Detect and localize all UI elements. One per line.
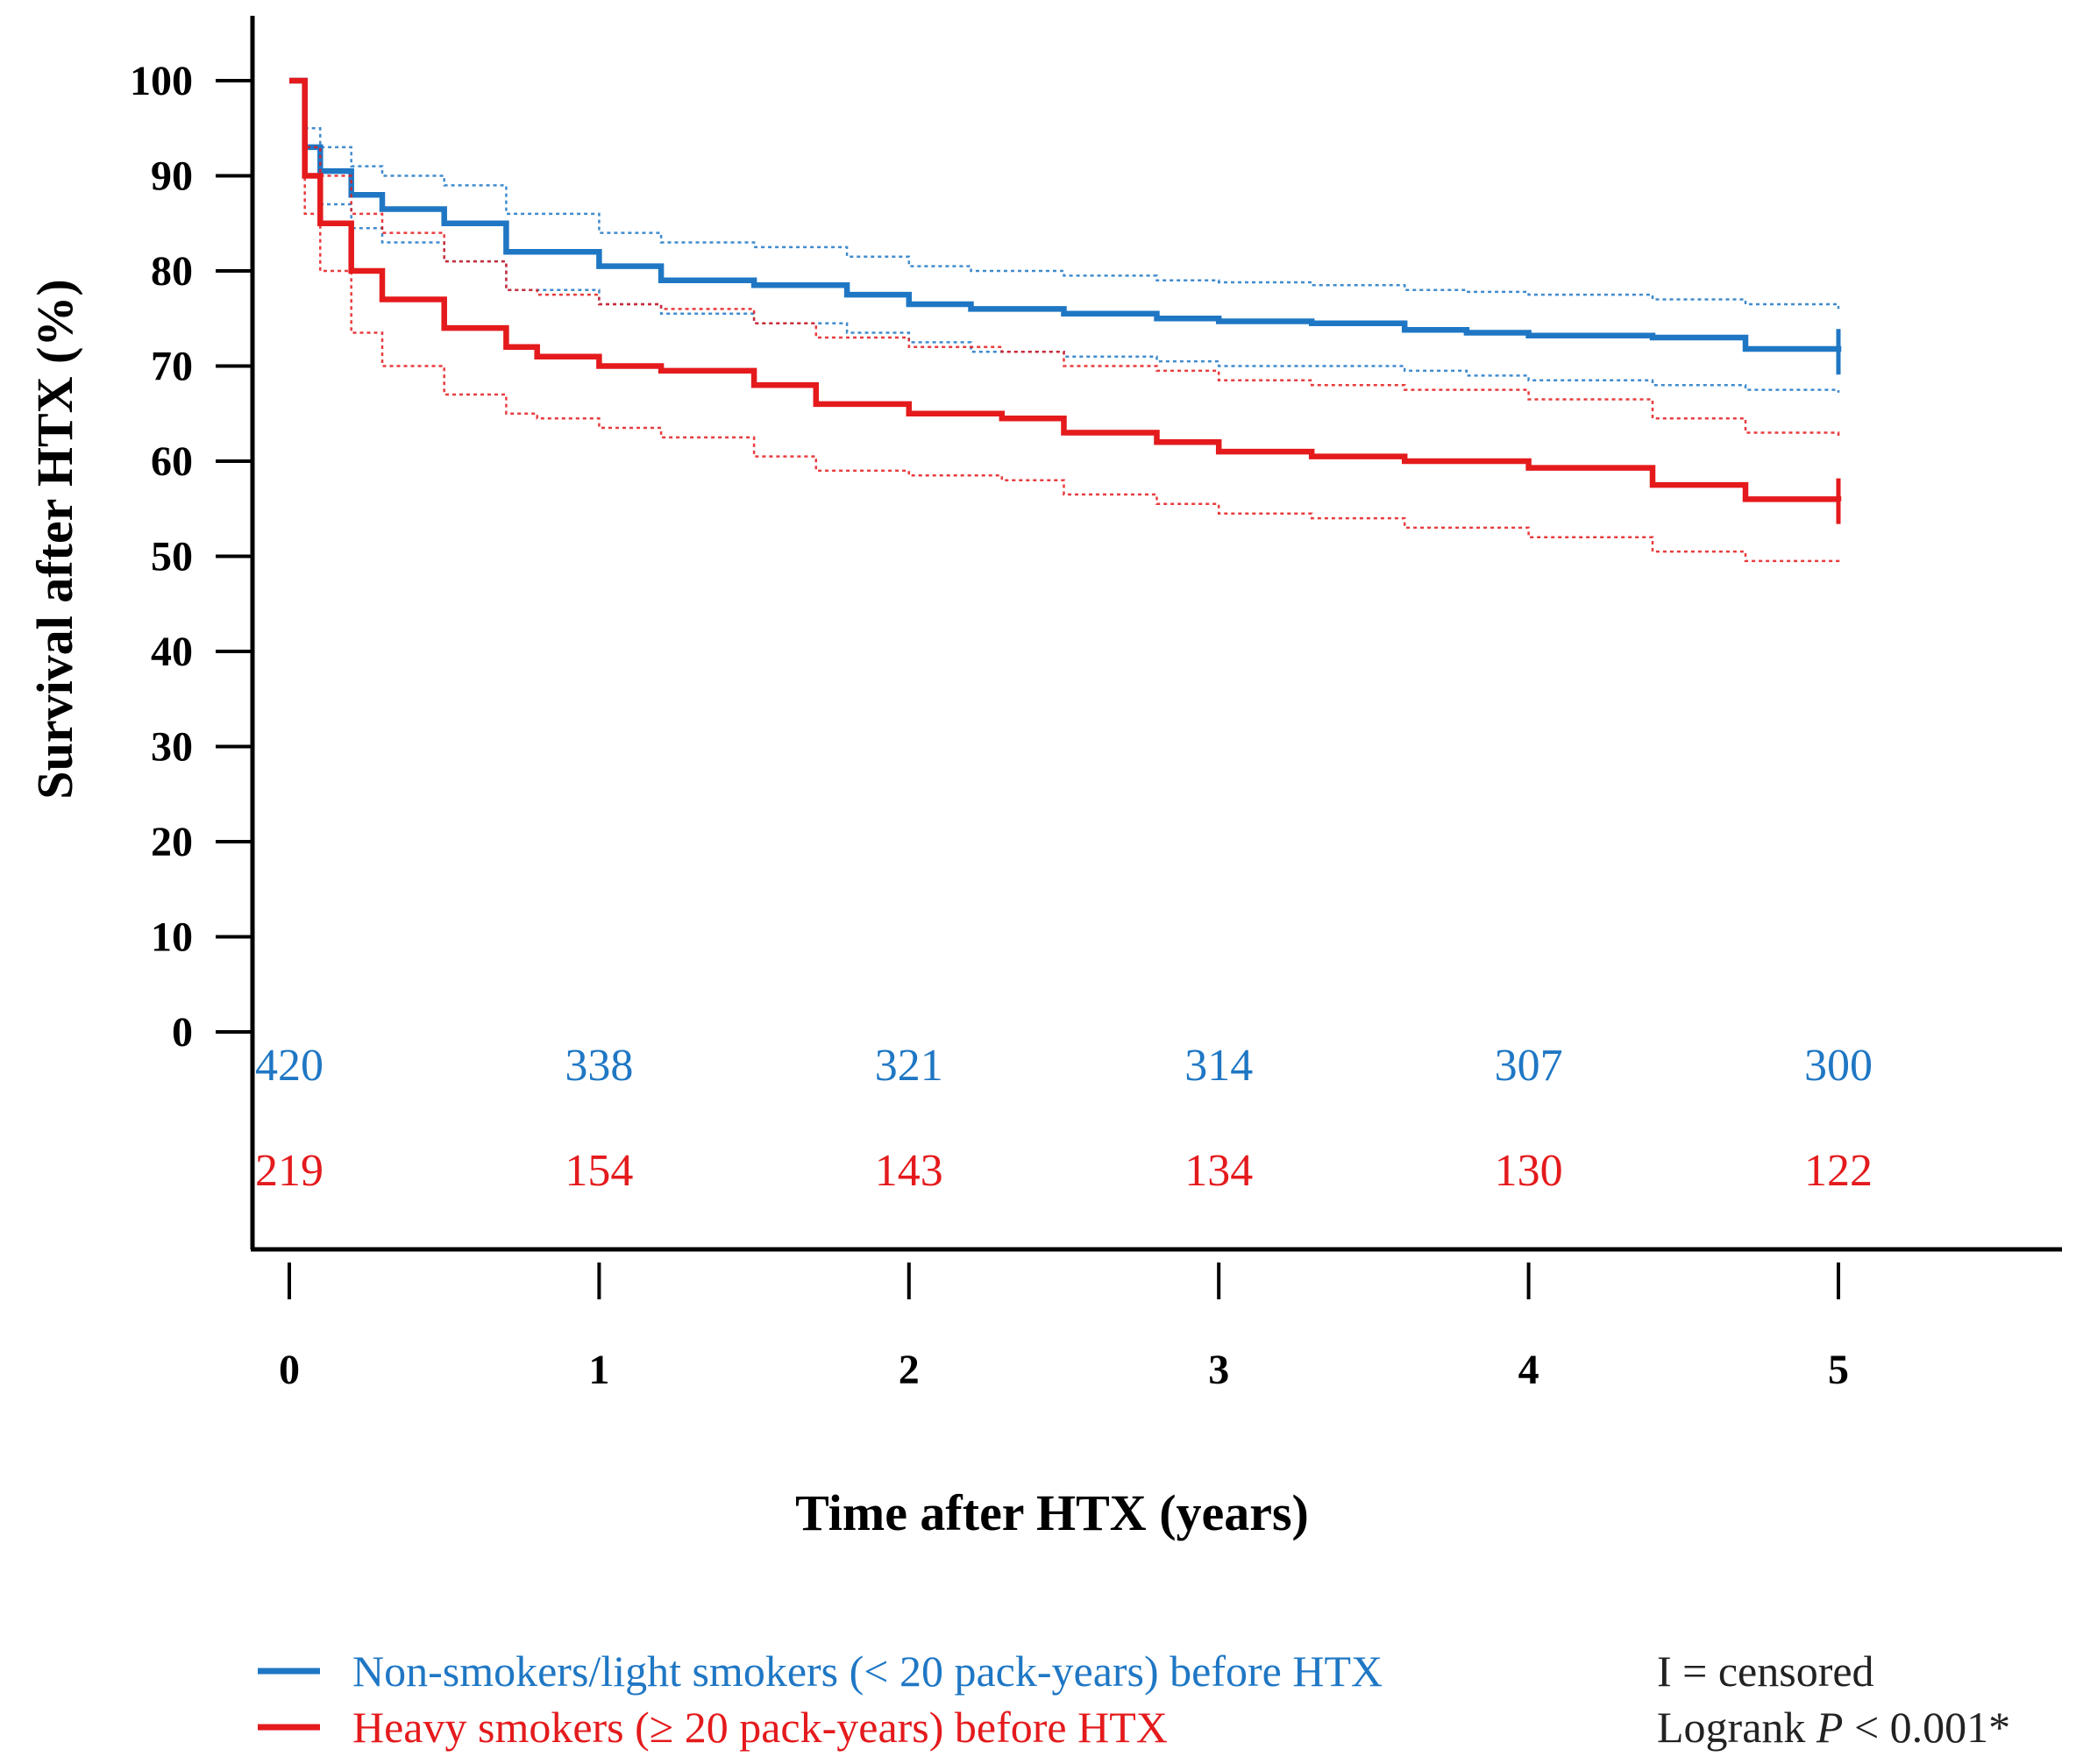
legend-label-heavy-smokers: Heavy smokers (≥ 20 pack-years) before H…: [352, 1703, 1168, 1752]
x-tick-label: 2: [899, 1347, 920, 1393]
y-tick-label: 50: [151, 534, 193, 580]
ci-lower-line-heavy-smokers: [289, 79, 1840, 565]
y-tick-label: 80: [151, 248, 193, 295]
at-risk-non-smokers: 321: [875, 1041, 943, 1091]
logrank-value: < 0.001*: [1843, 1703, 2010, 1752]
logrank-note: Logrank P < 0.001*: [1657, 1703, 2010, 1752]
logrank-prefix: Logrank: [1657, 1703, 1816, 1752]
at-risk-heavy-smokers: 219: [255, 1146, 323, 1196]
at-risk-non-smokers: 314: [1184, 1041, 1253, 1091]
x-tick-label: 5: [1828, 1347, 1849, 1393]
x-tick-label: 3: [1208, 1347, 1229, 1393]
y-tick-label: 10: [151, 914, 193, 961]
y-tick-label: 20: [151, 819, 193, 865]
y-tick-label: 0: [172, 1009, 193, 1056]
at-risk-non-smokers: 300: [1804, 1041, 1873, 1091]
legend: Non-smokers/light smokers (< 20 pack-yea…: [258, 1647, 1383, 1752]
x-tick-label: 0: [279, 1347, 300, 1393]
y-tick-label: 90: [151, 153, 193, 200]
ci-upper-line-non-smokers: [289, 79, 1840, 309]
y-tick-label: 30: [151, 724, 193, 771]
at-risk-heavy-smokers: 122: [1804, 1146, 1873, 1196]
survival-line-non-smokers: [289, 77, 1842, 352]
at-risk-non-smokers: 338: [565, 1041, 633, 1091]
ci-upper-line-heavy-smokers: [289, 79, 1840, 439]
x-tick-label: 4: [1518, 1347, 1539, 1393]
censored-note: I = censored: [1657, 1647, 1874, 1696]
at-risk-non-smokers: 307: [1495, 1041, 1563, 1091]
x-axis-title: Time after HTX (years): [795, 1484, 1309, 1541]
x-tick-label: 1: [588, 1347, 609, 1393]
ci-lower-line-non-smokers: [289, 79, 1840, 393]
at-risk-heavy-smokers: 154: [565, 1146, 633, 1196]
survival-curves: [289, 77, 1842, 565]
at-risk-heavy-smokers: 143: [875, 1146, 943, 1196]
y-axis-title: Survival after HTX (%): [26, 279, 83, 799]
y-tick-label: 40: [151, 629, 193, 675]
number-at-risk-table: 420 219 338 154 321 143 314 134 307 130 300 122: [255, 1041, 1873, 1196]
logrank-p-symbol: P: [1816, 1703, 1844, 1752]
at-risk-non-smokers: 420: [255, 1041, 323, 1091]
legend-label-non-smokers: Non-smokers/light smokers (< 20 pack-yea…: [352, 1647, 1383, 1696]
at-risk-heavy-smokers: 130: [1495, 1146, 1563, 1196]
at-risk-heavy-smokers: 134: [1184, 1146, 1253, 1196]
y-tick-label: 60: [151, 438, 193, 485]
y-tick-label: 70: [151, 344, 193, 390]
axes: 0 10 20 30 40 50 60 70 80 90 100 0 1 2 3 4 5: [130, 16, 2062, 1393]
survival-line-heavy-smokers: [289, 77, 1842, 502]
y-tick-label: 100: [130, 58, 193, 104]
